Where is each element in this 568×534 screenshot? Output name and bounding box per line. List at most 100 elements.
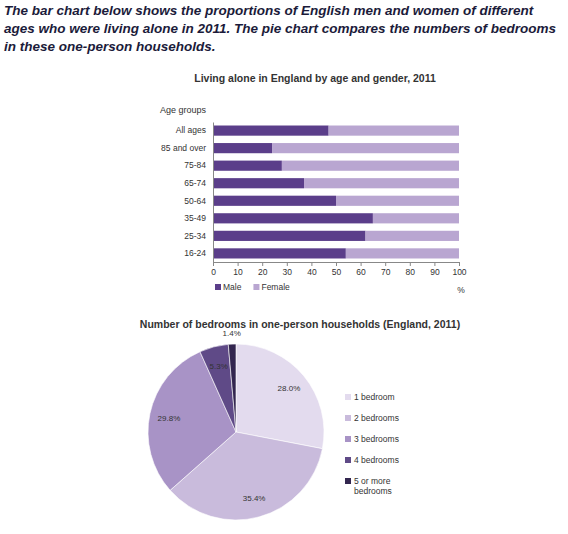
legend-swatch (215, 284, 221, 290)
y-tick-label: 25-34 (184, 231, 206, 241)
x-tick-mark (459, 262, 460, 266)
chart-canvas: Living alone in England by age and gende… (0, 0, 568, 534)
x-tick: 90 (430, 262, 440, 277)
y-axis-title: Age groups (160, 105, 207, 115)
y-tick-label: 65-74 (184, 178, 206, 188)
bar-segment (213, 231, 366, 241)
chart-title: Living alone in England by age and gende… (194, 72, 436, 84)
legend-swatch (345, 478, 351, 484)
legend-swatch (253, 284, 259, 290)
y-axis-line (213, 123, 214, 263)
x-tick-mark (287, 262, 288, 266)
pie-slice (236, 344, 324, 449)
legend-swatch (345, 436, 351, 442)
bar-segment (282, 161, 459, 171)
y-tick: 35-49 (184, 213, 206, 223)
legend: Male Female (215, 282, 290, 292)
bar-segment (213, 178, 304, 188)
legend-swatch (345, 457, 351, 463)
y-tick-label: All ages (176, 125, 206, 135)
x-tick: 0 (211, 262, 216, 277)
bar-segment (346, 248, 459, 258)
legend-swatch (345, 415, 351, 421)
data-label: 35.4% (243, 494, 266, 503)
y-axis: All ages 85 and over 75-84 65-74 50-64 35-49 2… (161, 123, 213, 263)
x-tick-mark (385, 262, 386, 266)
y-tick: 50-64 (184, 195, 206, 205)
x-tick: 80 (406, 262, 416, 277)
x-tick: 100 (452, 262, 466, 277)
x-tick: 30 (283, 262, 293, 277)
y-tick-label: 75-84 (184, 160, 206, 170)
x-tick-label: 40 (307, 267, 317, 277)
pie-slice (228, 344, 236, 432)
x-tick-label: 30 (283, 267, 293, 277)
legend-label: Female (261, 282, 290, 292)
bar-segment (213, 161, 282, 171)
legend-label: 1 bedroom (354, 392, 395, 402)
legend-label: 3 bedrooms (354, 434, 399, 444)
chart-title: Number of bedrooms in one-person househo… (140, 318, 460, 330)
y-tick-label: 16-24 (184, 248, 206, 258)
legend-label: 2 bedrooms (354, 413, 399, 423)
x-axis-title: % (457, 285, 465, 295)
x-tick-label: 70 (381, 267, 391, 277)
bars (213, 126, 459, 259)
x-tick: 40 (307, 262, 317, 277)
bar-segment (373, 213, 459, 223)
legend: 1 bedroom 2 bedrooms 3 bedrooms 4 bedrooms 5… (345, 392, 399, 496)
bar-segment (272, 143, 459, 153)
data-label: 29.8% (158, 414, 181, 423)
x-tick-mark (410, 262, 411, 266)
x-tick: 10 (233, 262, 243, 277)
x-tick-label: 20 (258, 267, 268, 277)
bar-segment (213, 196, 336, 206)
x-tick: 50 (332, 262, 342, 277)
x-tick-label: 50 (332, 267, 342, 277)
x-tick-label: 60 (356, 267, 366, 277)
bar-segment (213, 248, 346, 258)
legend-swatch (345, 394, 351, 400)
y-tick-label: 50-64 (184, 195, 206, 205)
bar-segment (213, 213, 373, 223)
y-tick: 75-84 (184, 160, 206, 170)
x-tick-mark (361, 262, 362, 266)
pie-slice (200, 344, 236, 432)
y-tick: 16-24 (184, 248, 206, 258)
data-label: 5.3% (210, 362, 228, 371)
y-tick: 85 and over (161, 143, 206, 153)
x-tick: 60 (356, 262, 366, 277)
x-axis: 0 10 20 30 40 50 60 70 80 90 100 (211, 262, 467, 277)
legend-label: Male (223, 282, 242, 292)
x-tick-label: 100 (452, 267, 466, 277)
bar-segment (366, 231, 459, 241)
data-label: 28.0% (278, 384, 301, 393)
x-tick-label: 90 (430, 267, 440, 277)
data-label: 1.4% (223, 329, 241, 338)
x-tick: 20 (258, 262, 268, 277)
x-tick-mark (238, 262, 239, 266)
bar-segment (213, 143, 272, 153)
y-tick: 65-74 (184, 178, 206, 188)
x-tick: 70 (381, 262, 391, 277)
pie-labels: 28.0% 35.4% 29.8% 5.3% 1.4% (158, 329, 301, 504)
y-tick: 25-34 (184, 231, 206, 241)
x-tick-mark (311, 262, 312, 266)
header-text: The bar chart below shows the proportion… (4, 2, 564, 56)
legend-label: 5 or morebedrooms (354, 476, 392, 496)
y-tick: All ages (176, 125, 206, 135)
x-tick-label: 0 (211, 267, 216, 277)
x-tick-label: 80 (406, 267, 416, 277)
bar-segment (329, 126, 459, 136)
legend-label: 4 bedrooms (354, 455, 399, 465)
x-tick-mark (262, 262, 263, 266)
bar-segment (304, 178, 459, 188)
x-tick-mark (213, 262, 214, 266)
bar-segment (336, 196, 459, 206)
y-tick-label: 35-49 (184, 213, 206, 223)
x-tick-mark (434, 262, 435, 266)
x-tick-mark (336, 262, 337, 266)
bar-segment (213, 126, 329, 136)
pie (148, 344, 324, 520)
x-tick-label: 10 (233, 267, 243, 277)
